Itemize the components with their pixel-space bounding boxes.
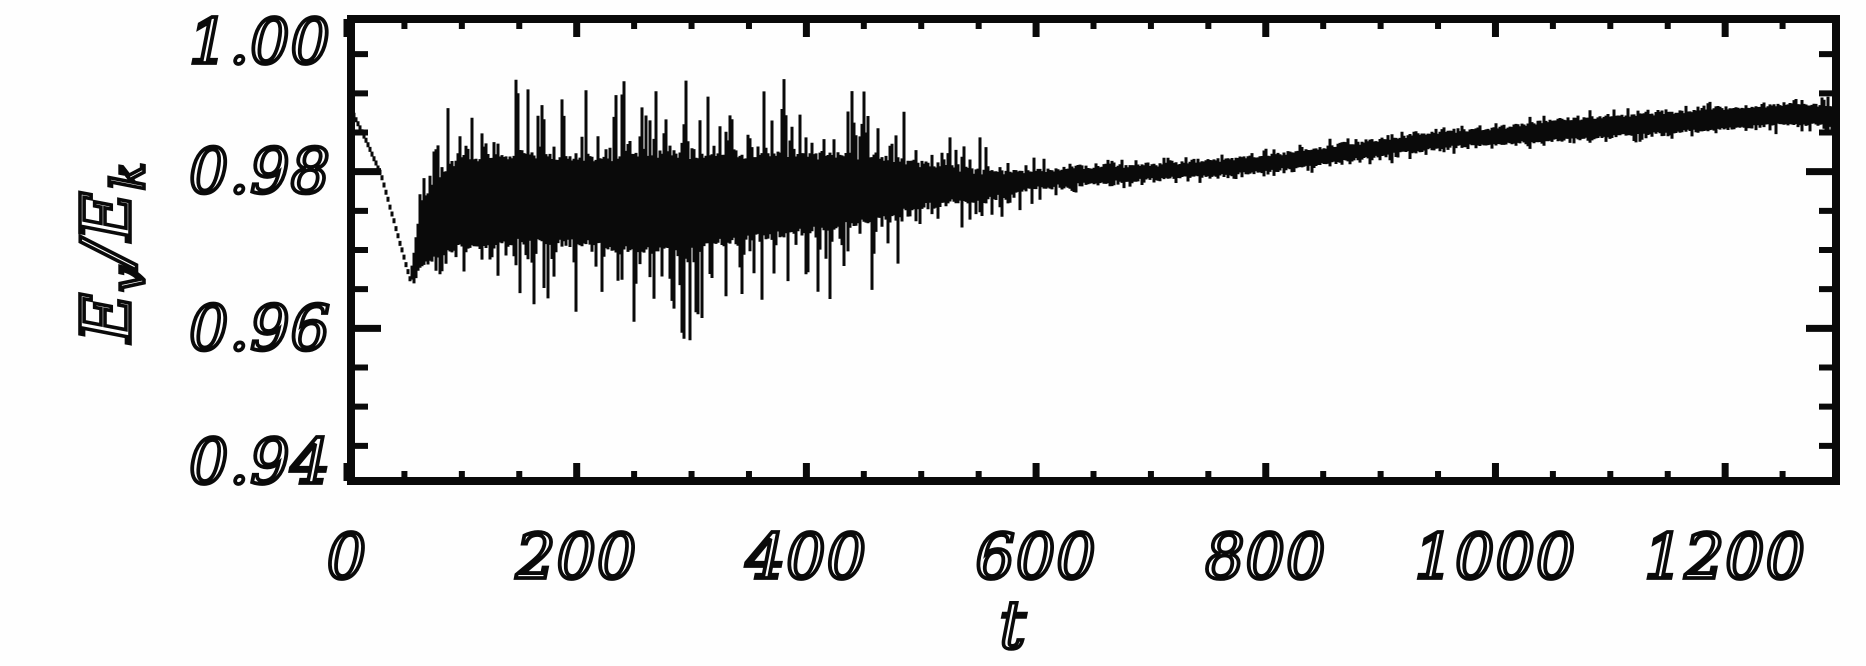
x-tick-label: 1200 [1644, 520, 1806, 593]
series-energy-ratio [348, 79, 1840, 341]
y-label-numerator-base: E [68, 292, 147, 345]
x-tick-label: 800 [1205, 520, 1326, 593]
x-tick-label: 1000 [1415, 520, 1577, 593]
x-tick-label: 400 [745, 520, 867, 593]
y-tick-label: 1.00 [189, 5, 331, 78]
axis-ticks [343, 19, 1836, 481]
y-label-denominator-sub: k [101, 161, 155, 190]
energy-ratio-trace [348, 79, 1840, 341]
x-tick-label: 200 [515, 520, 637, 593]
y-tick-label: 0.94 [189, 425, 331, 498]
y-label-denominator-base: E [68, 190, 147, 243]
y-label-numerator-sub: v [101, 265, 155, 292]
x-tick-label: 600 [975, 520, 1096, 593]
x-tick-label: 0 [327, 520, 367, 593]
y-tick-label: 0.98 [189, 135, 331, 208]
x-axis-label: t [999, 587, 1027, 664]
y-axis-label: Ev/Ek [68, 161, 155, 344]
tick-labels: 0 200 400 600 800 1000 1200 0.94 0.96 0.98 1.00 [187, 3, 1807, 595]
y-tick-label: 0.96 [189, 291, 331, 364]
